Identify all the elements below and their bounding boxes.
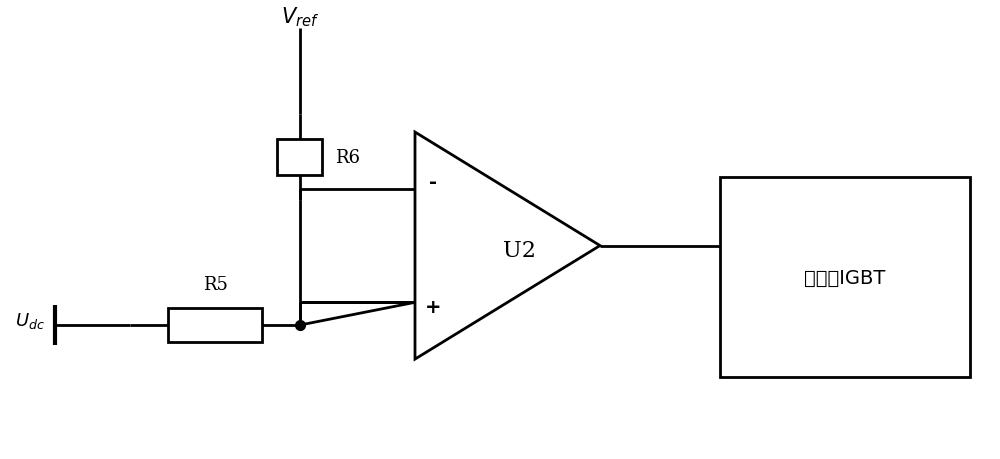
Bar	[720, 178, 970, 377]
Bar	[168, 308, 262, 342]
Text: $V_{ref}$: $V_{ref}$	[281, 5, 319, 28]
Text: U2: U2	[503, 240, 536, 262]
Text: 待保护IGBT: 待保护IGBT	[804, 268, 886, 287]
Polygon shape	[415, 133, 600, 359]
Text: +: +	[425, 298, 441, 317]
Text: $U_{dc}$: $U_{dc}$	[15, 311, 45, 331]
Text: R5: R5	[203, 275, 227, 293]
Text: R6: R6	[335, 149, 360, 167]
Text: -: -	[429, 173, 437, 192]
Bar	[277, 140, 322, 176]
